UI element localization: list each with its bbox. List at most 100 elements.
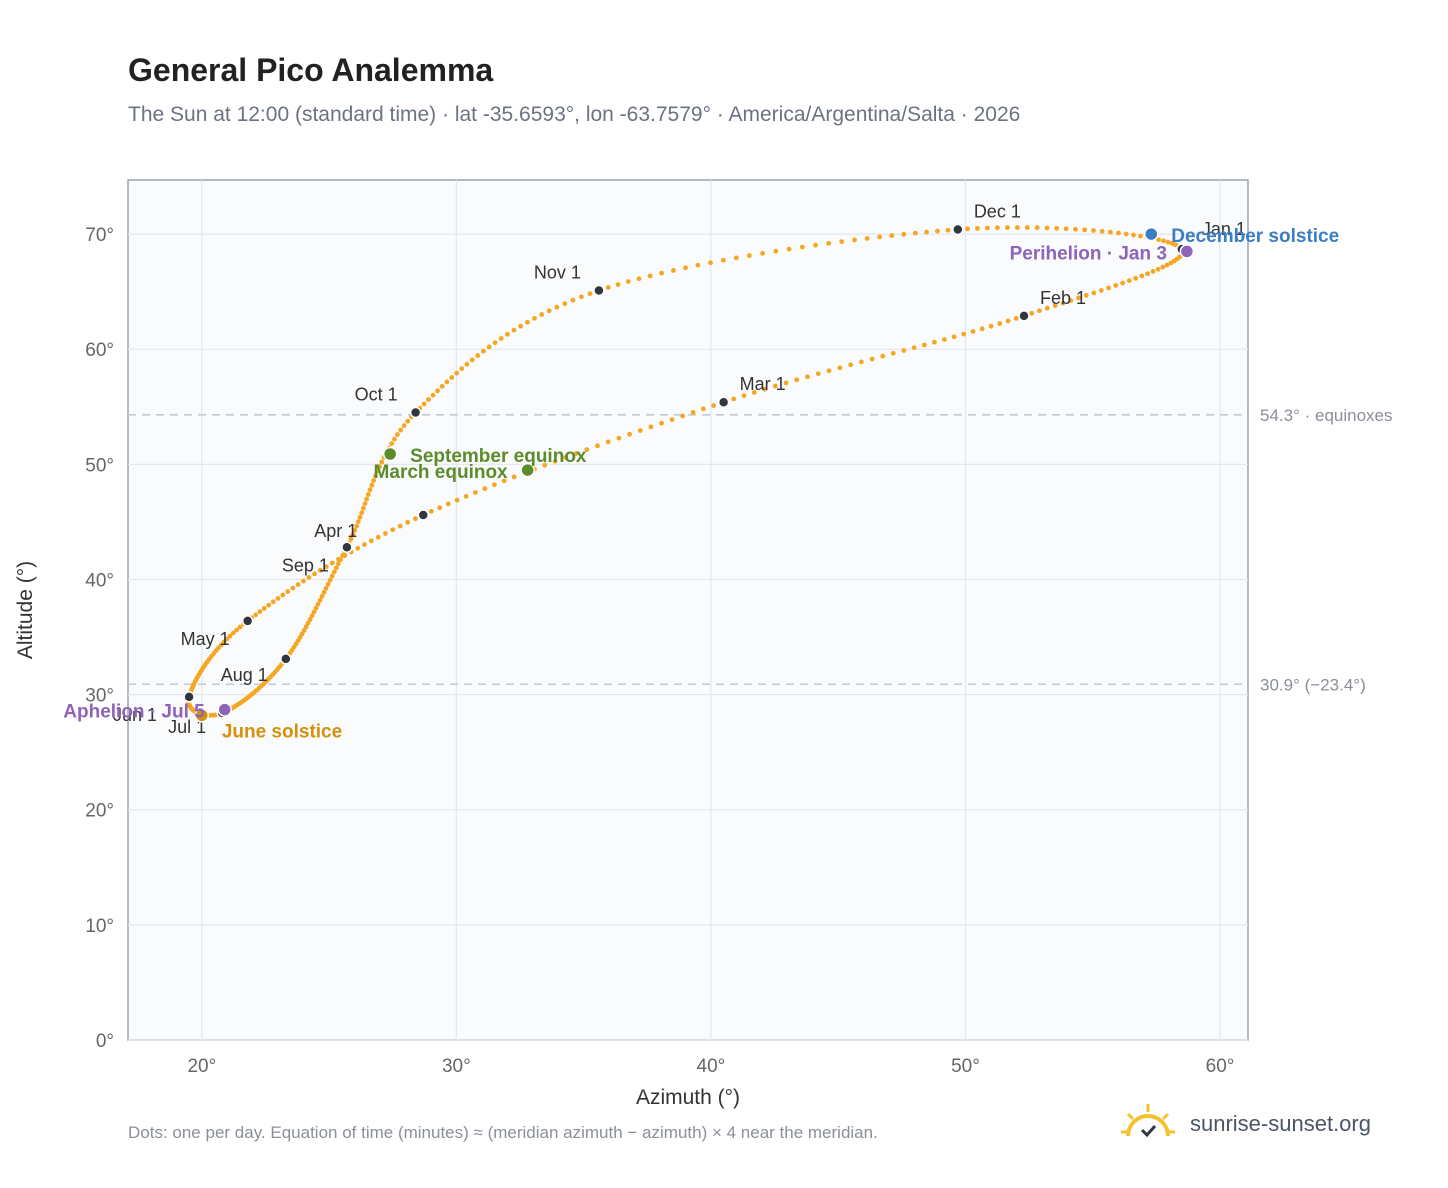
event-marker bbox=[382, 446, 398, 462]
day-dot bbox=[371, 478, 377, 483]
day-dot bbox=[584, 447, 590, 453]
brand-name[interactable]: sunrise-sunset.org bbox=[1190, 1111, 1371, 1136]
day-dot bbox=[421, 401, 427, 407]
event-marker bbox=[520, 462, 535, 478]
day-dot bbox=[325, 581, 331, 587]
day-dot bbox=[975, 225, 980, 231]
day-dot bbox=[428, 508, 434, 514]
day-dot bbox=[413, 516, 418, 522]
day-dot bbox=[280, 592, 286, 598]
y-tick-label: 60° bbox=[85, 340, 114, 361]
event-marker bbox=[194, 708, 210, 723]
day-dot bbox=[711, 403, 716, 408]
day-dot bbox=[1098, 287, 1104, 293]
chart-subtitle: The Sun at 12:00 (standard time) · lat -… bbox=[128, 103, 1021, 126]
day-dot bbox=[445, 501, 451, 507]
day-dot bbox=[1005, 318, 1011, 324]
day-dot bbox=[392, 436, 397, 442]
day-dot bbox=[1024, 225, 1030, 230]
y-tick-label: 20° bbox=[85, 801, 114, 822]
day-dot bbox=[498, 336, 504, 341]
day-dot bbox=[554, 304, 560, 310]
month-marker bbox=[593, 284, 605, 297]
day-dot bbox=[970, 329, 976, 334]
day-dot bbox=[1164, 262, 1170, 268]
day-dot bbox=[932, 339, 937, 345]
month-marker-label: Aug 1 bbox=[221, 665, 268, 685]
day-dot bbox=[435, 388, 440, 394]
month-marker bbox=[409, 406, 422, 419]
day-dot bbox=[367, 487, 373, 493]
day-dot bbox=[805, 374, 810, 380]
day-dot bbox=[317, 597, 323, 603]
day-dot bbox=[398, 427, 404, 433]
day-dot bbox=[794, 377, 800, 383]
x-axis-title: Azimuth (°) bbox=[636, 1086, 740, 1109]
day-dot bbox=[615, 282, 621, 287]
day-dot bbox=[625, 279, 631, 284]
day-dot bbox=[469, 357, 475, 363]
day-dot bbox=[901, 348, 907, 353]
day-dot bbox=[397, 523, 403, 529]
day-dot bbox=[1083, 293, 1089, 298]
day-dot bbox=[997, 321, 1003, 326]
day-dot bbox=[1106, 285, 1111, 291]
day-dot bbox=[837, 365, 843, 371]
day-dot bbox=[306, 575, 312, 580]
day-dot bbox=[501, 478, 507, 484]
reference-line-label: 54.3° · equinoxes bbox=[1260, 406, 1393, 425]
day-dot bbox=[368, 538, 374, 544]
y-axis-title: Altitude (°) bbox=[14, 561, 37, 659]
day-dot bbox=[362, 501, 368, 506]
brand[interactable]: sunrise-sunset.org bbox=[1120, 1102, 1371, 1146]
day-dot bbox=[935, 228, 940, 234]
axis-ticks: 20° 30° 40° 50° 60° 0° 10° 20° 30° 40° 50° 60° 70° bbox=[85, 225, 1234, 1077]
day-dot bbox=[700, 406, 706, 412]
day-dot bbox=[671, 268, 676, 273]
day-dot bbox=[359, 510, 365, 516]
plot-area bbox=[127, 179, 1249, 1041]
day-dot bbox=[760, 250, 765, 256]
day-dot bbox=[852, 237, 857, 243]
day-dot bbox=[546, 308, 552, 314]
day-dot bbox=[542, 462, 548, 468]
day-dot bbox=[312, 571, 317, 577]
x-tick-label: 50° bbox=[951, 1056, 980, 1077]
y-tick-label: 30° bbox=[85, 686, 114, 707]
day-dot bbox=[405, 519, 411, 525]
day-dot bbox=[783, 380, 789, 386]
day-dot bbox=[1156, 237, 1161, 242]
day-dot bbox=[373, 473, 378, 479]
day-dot bbox=[912, 230, 918, 236]
day-dot bbox=[961, 331, 967, 337]
day-dot bbox=[869, 356, 875, 362]
month-marker-label: Apr 1 bbox=[314, 521, 357, 541]
day-dot bbox=[511, 327, 517, 333]
chart-footnote: Dots: one per day. Equation of time (min… bbox=[128, 1123, 878, 1142]
day-dot bbox=[1168, 260, 1174, 266]
day-dot bbox=[839, 239, 845, 245]
month-marker bbox=[341, 541, 353, 554]
day-dot bbox=[1029, 310, 1035, 316]
day-dot bbox=[1108, 229, 1113, 235]
day-dot bbox=[270, 599, 276, 605]
day-dot bbox=[647, 273, 653, 279]
day-dot bbox=[826, 240, 832, 246]
day-dot bbox=[1091, 290, 1097, 296]
day-dot bbox=[319, 593, 325, 599]
month-marker bbox=[183, 691, 195, 703]
x-tick-label: 30° bbox=[442, 1056, 471, 1077]
day-dot bbox=[1044, 225, 1050, 231]
day-dot bbox=[336, 561, 341, 567]
day-dot bbox=[437, 505, 443, 511]
day-dot bbox=[772, 383, 778, 389]
day-dot bbox=[444, 379, 450, 385]
day-dot bbox=[285, 589, 291, 594]
day-dot bbox=[261, 605, 267, 611]
day-dot bbox=[733, 255, 739, 261]
day-dot bbox=[362, 542, 367, 547]
day-dot bbox=[338, 557, 343, 563]
y-tick-label: 50° bbox=[85, 455, 114, 476]
day-dot bbox=[309, 613, 315, 619]
